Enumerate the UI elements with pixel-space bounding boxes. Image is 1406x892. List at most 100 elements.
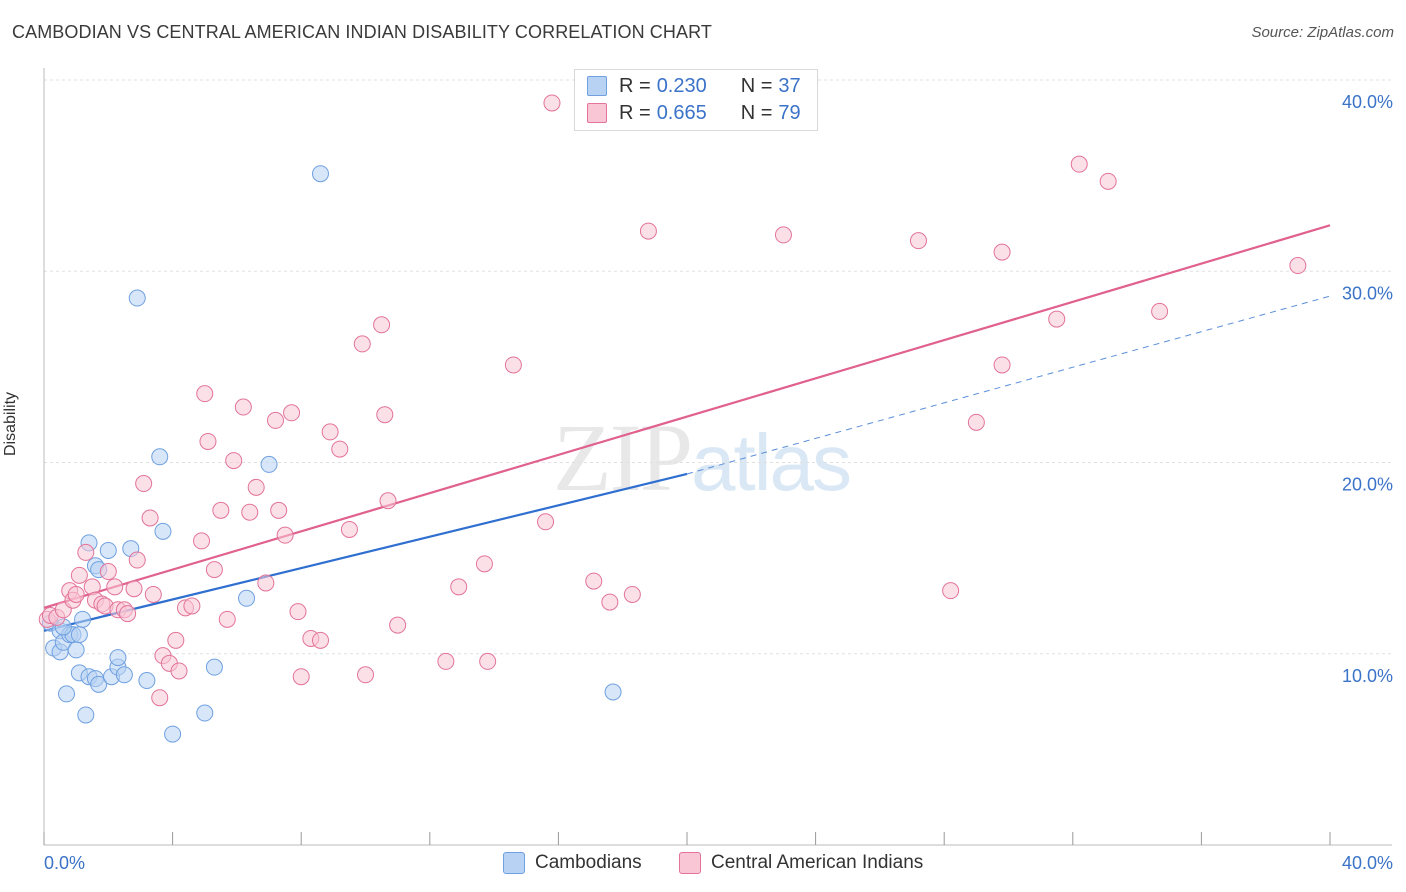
trend-lines <box>43 224 1331 632</box>
data-point <box>106 578 124 596</box>
data-point <box>167 631 185 649</box>
legend-swatch-cambodians <box>587 76 607 96</box>
data-point <box>74 610 92 628</box>
data-point <box>196 704 214 722</box>
stats-row-cambodians: R = 0.230 N = 37 <box>587 75 801 97</box>
r-label: R = <box>619 74 651 97</box>
data-point <box>257 574 275 592</box>
data-point <box>193 532 211 550</box>
data-point <box>373 316 391 334</box>
data-point <box>58 685 76 703</box>
data-point <box>1070 155 1088 173</box>
data-point <box>77 706 95 724</box>
data-point <box>475 555 493 573</box>
data-point <box>77 543 95 561</box>
data-point <box>292 668 310 686</box>
legend-item-central-american-indians[interactable]: Central American Indians <box>679 852 923 874</box>
axes <box>43 68 1392 846</box>
data-point <box>141 509 159 527</box>
chart-title: CAMBODIAN VS CENTRAL AMERICAN INDIAN DIS… <box>12 22 712 42</box>
trend-line-cambodians-extension <box>686 295 1331 475</box>
data-point <box>909 232 927 250</box>
data-point <box>225 452 243 470</box>
data-point <box>205 561 223 579</box>
tick-labels: 10.0% 20.0% 30.0% 40.0% 0.0% 40.0% <box>44 92 1393 873</box>
legend-swatch-central-american-indians <box>679 852 701 874</box>
data-point <box>125 580 143 598</box>
data-points <box>38 94 1307 743</box>
data-point <box>247 478 265 496</box>
data-point <box>151 448 169 466</box>
data-point <box>283 404 301 422</box>
data-point <box>234 398 252 416</box>
data-point <box>1099 172 1117 190</box>
legend-item-cambodians[interactable]: Cambodians <box>503 852 642 874</box>
data-point <box>212 501 230 519</box>
legend-label-cambodians: Cambodians <box>535 852 642 873</box>
data-point <box>543 94 561 112</box>
y-tick-label: 40.0% <box>1342 92 1393 112</box>
data-point <box>321 423 339 441</box>
data-point <box>639 222 657 240</box>
data-point <box>276 526 294 544</box>
y-axis-label: Disability <box>2 391 19 456</box>
data-point <box>353 335 371 353</box>
legend-label-central-american-indians: Central American Indians <box>711 852 924 873</box>
data-point <box>331 440 349 458</box>
data-point <box>183 597 201 615</box>
data-point <box>67 585 85 603</box>
y-tick-label: 10.0% <box>1342 666 1393 686</box>
data-point <box>154 522 172 540</box>
data-point <box>437 652 455 670</box>
data-point <box>241 503 259 521</box>
data-point <box>128 289 146 307</box>
data-point <box>585 572 603 590</box>
stats-row-central-american-indians: R = 0.665 N = 79 <box>587 102 801 124</box>
data-point <box>205 658 223 676</box>
data-point <box>311 165 329 183</box>
data-point <box>993 243 1011 261</box>
data-point <box>90 675 108 693</box>
data-point <box>170 662 188 680</box>
data-point <box>1289 257 1307 275</box>
source-label: Source: ZipAtlas.com <box>1251 24 1394 41</box>
data-point <box>266 411 284 429</box>
data-point <box>218 610 236 628</box>
data-point <box>340 520 358 538</box>
data-point <box>376 406 394 424</box>
trend-line-central-american-indians <box>43 224 1331 609</box>
data-point <box>537 513 555 531</box>
n-label: N = <box>740 74 773 97</box>
data-point <box>774 226 792 244</box>
r-label: R = <box>619 101 651 124</box>
data-point <box>389 616 407 634</box>
data-point <box>967 413 985 431</box>
data-point <box>379 492 397 510</box>
data-point <box>623 585 641 603</box>
data-point <box>164 725 182 743</box>
data-point <box>942 582 960 600</box>
data-point <box>604 683 622 701</box>
data-point <box>357 666 374 684</box>
data-point <box>311 631 329 649</box>
y-tick-label: 20.0% <box>1342 475 1393 495</box>
data-point <box>67 641 85 659</box>
data-point <box>144 585 162 603</box>
data-point <box>479 652 497 670</box>
data-point <box>1151 302 1169 320</box>
data-point <box>138 672 156 690</box>
data-point <box>450 578 468 596</box>
data-point <box>260 455 278 473</box>
data-point <box>109 649 127 667</box>
data-point <box>70 626 88 644</box>
data-point <box>135 475 153 493</box>
data-point <box>238 589 256 607</box>
data-point <box>196 385 214 403</box>
data-point <box>99 563 117 581</box>
n-value: 79 <box>778 101 801 124</box>
x-tick-label: 0.0% <box>44 853 85 873</box>
data-point <box>115 666 133 684</box>
series-cambodians <box>41 165 622 743</box>
data-point <box>128 551 146 569</box>
